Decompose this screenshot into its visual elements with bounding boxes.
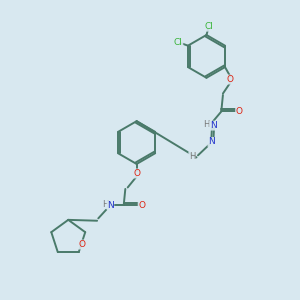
Text: H: H <box>203 120 210 129</box>
Text: Cl: Cl <box>174 38 183 46</box>
Text: H: H <box>102 200 108 208</box>
Text: H: H <box>189 152 195 161</box>
Text: O: O <box>138 201 145 210</box>
Text: N: N <box>208 137 215 146</box>
Text: O: O <box>133 169 140 178</box>
Text: O: O <box>236 107 243 116</box>
Text: N: N <box>107 201 114 210</box>
Text: O: O <box>227 75 234 84</box>
Text: Cl: Cl <box>204 22 213 31</box>
Text: O: O <box>79 240 86 249</box>
Text: N: N <box>210 121 217 130</box>
